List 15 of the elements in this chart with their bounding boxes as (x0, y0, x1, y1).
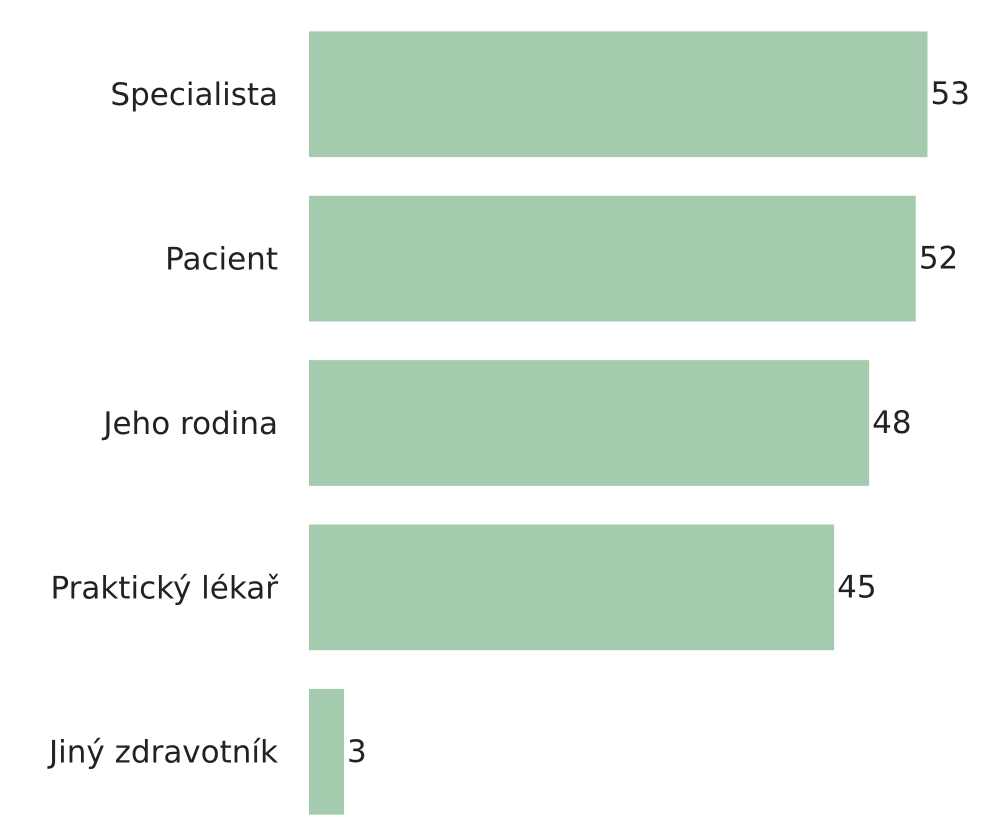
bar (309, 31, 928, 158)
bar (309, 360, 870, 486)
data-label: 45 (837, 569, 877, 606)
y-tick-label: Praktický lékař (50, 570, 278, 606)
bar (309, 524, 834, 650)
bar (309, 688, 344, 815)
data-label: 53 (930, 76, 970, 112)
data-label: 48 (872, 405, 912, 441)
data-label: 52 (918, 240, 958, 277)
y-tick-label: Pacient (165, 241, 278, 278)
y-tick-label: Specialista (110, 77, 278, 114)
bar (309, 196, 916, 322)
y-tick-label: Jeho rodina (101, 406, 278, 442)
y-tick-label: Jiný zdravotník (47, 734, 278, 771)
data-label: 3 (347, 734, 367, 770)
